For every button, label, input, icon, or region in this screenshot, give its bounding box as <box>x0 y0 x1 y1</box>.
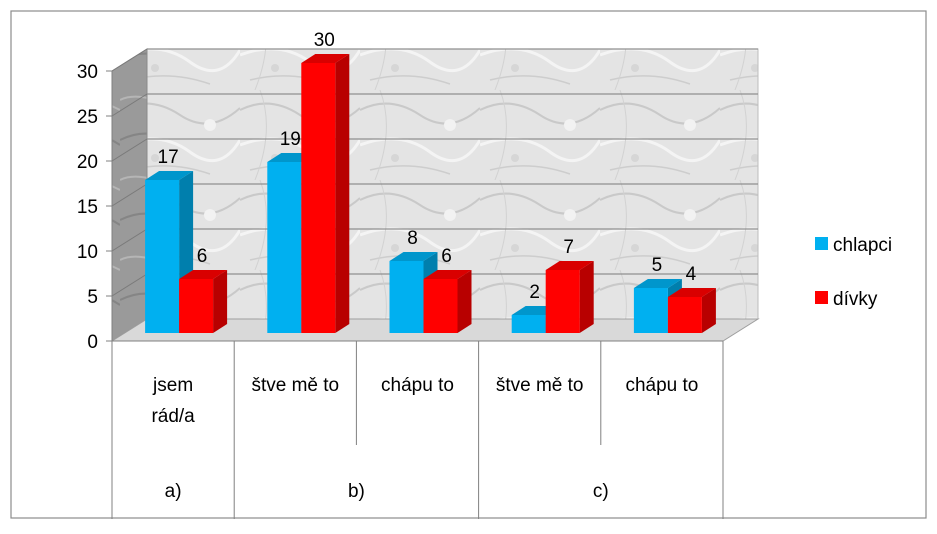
category-label: chápu to <box>381 375 454 396</box>
bar-dívky-0: 6 <box>179 246 228 333</box>
bar-dívky-2: 6 <box>423 246 472 333</box>
bar-top <box>423 270 472 279</box>
category-label: štve mě to <box>496 375 584 396</box>
category-label: chápu to <box>625 375 698 396</box>
y-tick-label: 15 <box>77 197 98 218</box>
group-label: a) <box>165 481 182 502</box>
data-label: 8 <box>407 228 418 249</box>
bar-front <box>423 279 458 333</box>
bar-dívky-4: 4 <box>667 264 716 333</box>
category-label: jsem rád/a <box>151 375 195 427</box>
legend: chlapci dívky <box>815 235 892 310</box>
gridline-side <box>111 48 148 72</box>
y-axis: 0 5 10 15 20 25 30 <box>77 62 113 353</box>
bar-top <box>145 171 194 180</box>
group-label: c) <box>593 481 609 502</box>
gridline-side <box>111 228 148 252</box>
data-label: 4 <box>686 264 697 285</box>
y-tick-label: 25 <box>77 107 98 128</box>
bar-top <box>545 261 594 270</box>
data-label: 30 <box>314 30 335 51</box>
bar-dívky-3: 7 <box>545 237 594 333</box>
bar-front <box>667 297 702 333</box>
bar-front <box>267 162 302 333</box>
gridline-side <box>111 138 148 162</box>
bar-front <box>389 261 424 333</box>
legend-item: chlapci <box>815 235 892 256</box>
bar-side <box>335 54 350 333</box>
bar-dívky-1: 30 <box>301 30 350 333</box>
gridline-side <box>111 273 148 297</box>
bar-top <box>301 54 350 63</box>
data-label: 17 <box>158 147 179 168</box>
data-label: 2 <box>529 282 540 303</box>
bar-front <box>179 279 214 333</box>
y-tick-label: 30 <box>77 62 98 83</box>
data-label: 6 <box>197 246 208 267</box>
bar-front <box>633 288 668 333</box>
data-label: 6 <box>441 246 452 267</box>
legend-item: dívky <box>815 289 878 310</box>
bar-top <box>389 252 438 261</box>
data-label: 19 <box>280 129 301 150</box>
legend-swatch <box>815 237 828 250</box>
bar-front <box>511 315 546 333</box>
bars: 17 6 19 30 8 6 2 7 5 4 <box>145 30 716 333</box>
legend-swatch <box>815 291 828 304</box>
bar-side <box>579 261 594 333</box>
bar-front <box>145 180 180 333</box>
bar-front <box>301 63 336 333</box>
legend-label: chlapci <box>833 235 892 256</box>
bar-front <box>545 270 580 333</box>
y-tick-label: 5 <box>87 287 98 308</box>
data-label: 5 <box>652 255 663 276</box>
group-label: b) <box>348 481 365 502</box>
y-tick-label: 20 <box>77 152 98 173</box>
bar-top <box>633 279 682 288</box>
legend-label: dívky <box>833 289 878 310</box>
y-tick-label: 0 <box>87 332 98 353</box>
y-tick-label: 10 <box>77 242 98 263</box>
x-axis: jsem rád/a štve mě to chápu to štve mě to chá… <box>111 340 724 519</box>
category-label: štve mě to <box>251 375 339 396</box>
bar-chlapci-0: 17 <box>145 147 194 333</box>
gridline-side <box>111 93 148 117</box>
bar-top <box>667 288 716 297</box>
bar-top <box>179 270 228 279</box>
bar-side <box>701 288 716 333</box>
bar-side <box>213 270 228 333</box>
data-label: 7 <box>563 237 574 258</box>
gridline-side <box>111 183 148 207</box>
bar-side <box>457 270 472 333</box>
